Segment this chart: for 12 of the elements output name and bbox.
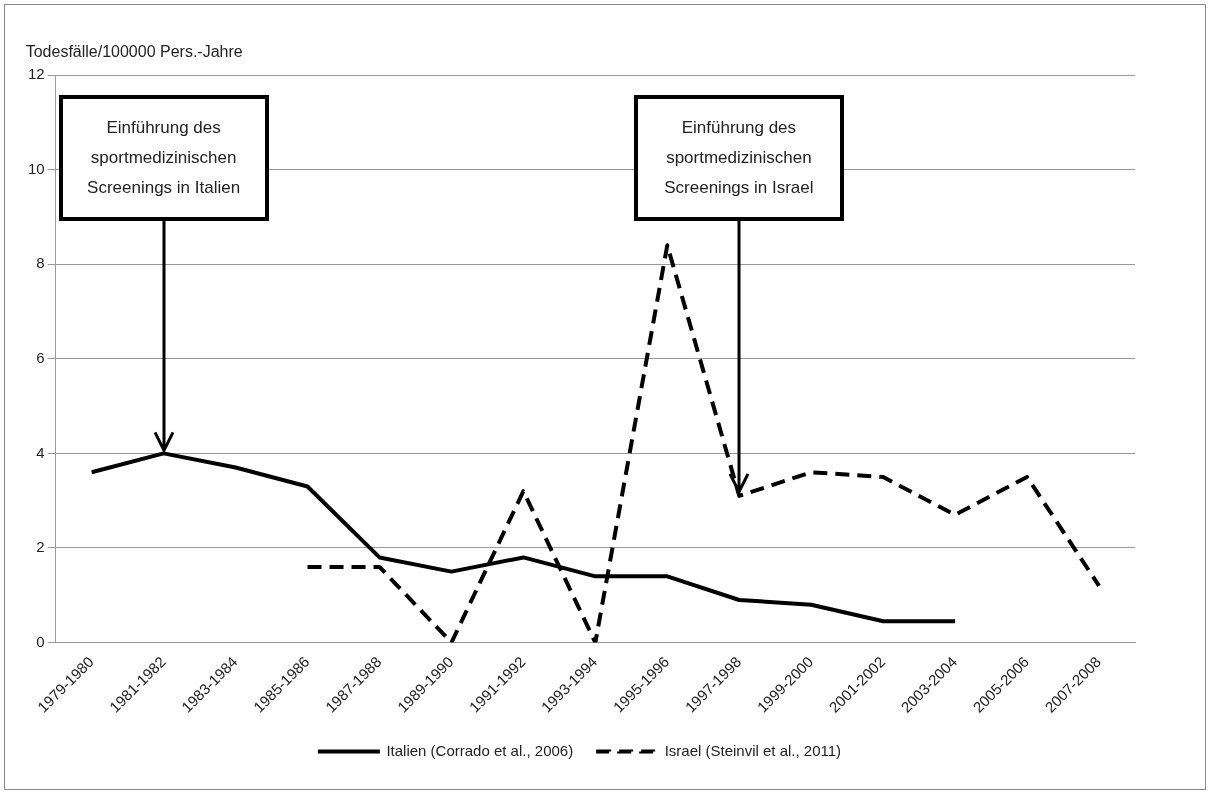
- y-tick-label: 6: [36, 348, 45, 366]
- callout-box: Einführung des sportmedizinischen Screenings in Italien: [58, 95, 269, 221]
- y-tick-label: 8: [36, 254, 45, 272]
- y-tick-label: 12: [28, 65, 45, 83]
- legend-label: Italien (Corrado et al., 2006): [386, 741, 574, 759]
- y-tick-label: 0: [36, 632, 45, 650]
- y-tick-label: 2: [36, 538, 45, 556]
- y-axis-title: Todesfälle/100000 Pers.-Jahre: [25, 43, 243, 61]
- callout-box: Einführung des sportmedizinischen Screenings in Israel: [633, 95, 844, 221]
- y-tick-label: 10: [28, 159, 45, 177]
- y-tick-label: 4: [36, 443, 45, 461]
- legend-label: Israel (Steinvil et al., 2011): [664, 741, 842, 759]
